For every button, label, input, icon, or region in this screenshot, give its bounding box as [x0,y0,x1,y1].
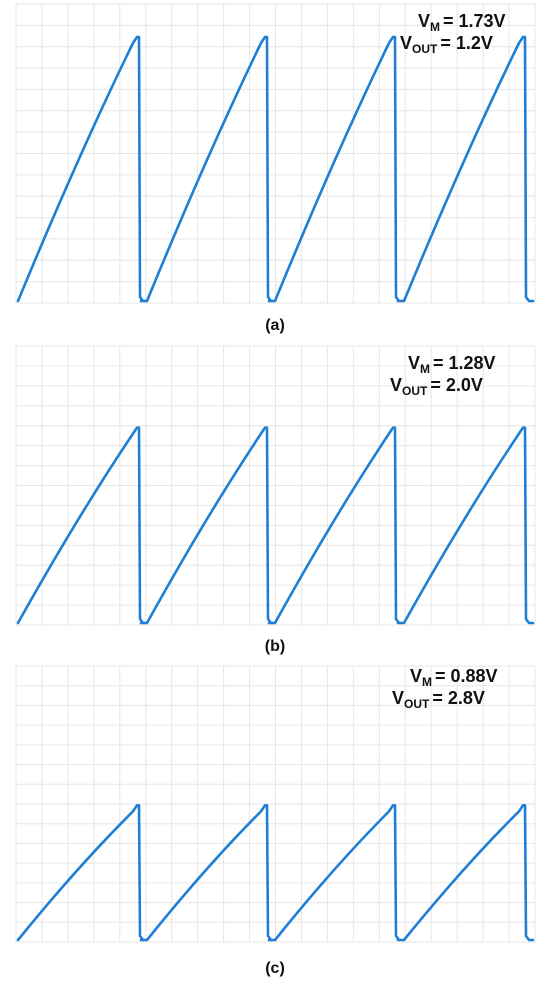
panel-b-vm-annotation: VM = 1.28V [408,353,496,376]
panel-c-waveform [16,804,535,942]
panel-a-vm-annotation: VM = 1.73V [418,11,506,34]
panel-c-vout-annotation: VOUT = 2.8V [392,688,485,711]
panel-a-grid [15,3,536,304]
panel-c: VM = 0.88V VOUT = 2.8V (c) [15,665,536,977]
panel-a: VM = 1.73V VOUT = 1.2V (a) [15,3,536,334]
panel-a-vout-annotation: VOUT = 1.2V [400,33,493,56]
panel-c-vm-annotation: VM = 0.88V [410,666,498,689]
panel-c-grid [15,665,536,943]
panel-c-caption: (c) [265,960,285,977]
panel-b-waveform [16,426,535,625]
panel-b-vout-annotation: VOUT = 2.0V [390,375,483,398]
panel-b: VM = 1.28V VOUT = 2.0V (b) [15,345,536,655]
panel-a-caption: (a) [265,317,285,334]
panel-b-caption: (b) [265,638,285,655]
panel-a-waveform [16,35,535,303]
